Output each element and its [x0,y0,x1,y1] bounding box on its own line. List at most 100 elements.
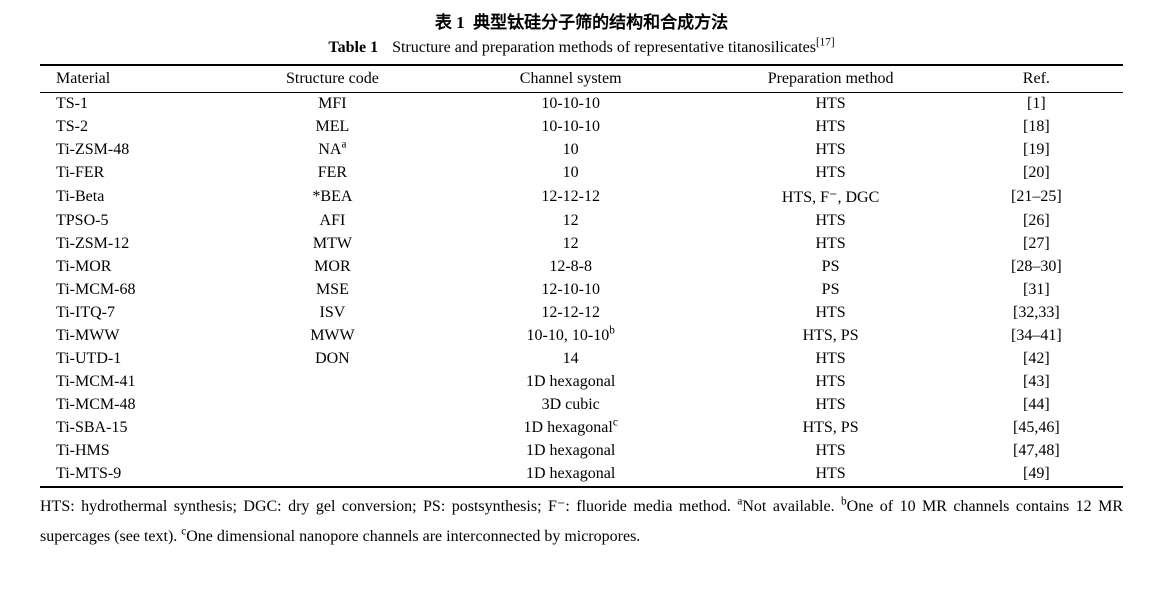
cell-structure-code: MTW [235,233,430,256]
cell-preparation-method: PS [711,256,949,279]
cell-preparation-method: HTS, F⁻, DGC [711,185,949,210]
cell-structure-code: *BEA [235,185,430,210]
cell-preparation-method: HTS [711,233,949,256]
cell-channel-system: 12-12-12 [430,302,712,325]
table-label-cn: 表 1 [435,13,465,32]
cell-ref: [45,46] [950,417,1123,440]
table-row: Ti-MWWMWW10-10, 10-10bHTS, PS[34–41] [40,325,1123,348]
cell-ref: [34–41] [950,325,1123,348]
cell-channel-system: 12 [430,233,712,256]
table-title-cn: 表 1 典型钛硅分子筛的结构和合成方法 [40,10,1123,36]
table-row: TS-2MEL10-10-10HTS[18] [40,116,1123,139]
cell-structure-base: MTW [313,235,352,252]
cell-channel-system: 10-10-10 [430,116,712,139]
table-body: TS-1MFI10-10-10HTS[1]TS-2MEL10-10-10HTS[… [40,92,1123,487]
cell-preparation-method: HTS [711,463,949,487]
cell-channel-system: 10 [430,162,712,185]
table-title-en-text: Structure and preparation methods of rep… [392,39,835,56]
table-row: Ti-ZSM-12 MTW 12 HTS[27] [40,233,1123,256]
footnote-a-text: Not available. [742,498,841,515]
cell-channel-base: 1D hexagonal [524,419,613,436]
cell-preparation-method: HTS [711,394,949,417]
cell-preparation-method: HTS [711,116,949,139]
cell-material: Ti-MWW [40,325,235,348]
cell-channel-system: 12-8-8 [430,256,712,279]
cell-material: Ti-ZSM-12 [40,233,235,256]
cell-structure-base: DON [315,350,350,367]
cell-channel-base: 1D hexagonal [526,465,615,482]
cell-ref: [19] [950,139,1123,162]
cell-ref: [32,33] [950,302,1123,325]
table-footnote: HTS: hydrothermal synthesis; DGC: dry ge… [40,492,1123,553]
cell-material: Ti-MCM-68 [40,279,235,302]
cell-channel-base: 12 [563,235,579,252]
footnote-definitions: HTS: hydrothermal synthesis; DGC: dry ge… [40,498,737,515]
cell-channel-system: 3D cubic [430,394,712,417]
cell-structure-code: AFI [235,210,430,233]
table-row: Ti-MTS-91D hexagonalHTS[49] [40,463,1123,487]
cell-structure-code: MSE [235,279,430,302]
cell-structure-base: MSE [316,281,349,298]
table-header-row: Material Structure code Channel system P… [40,65,1123,93]
cell-preparation-method: HTS [711,302,949,325]
cell-structure-base: ISV [320,304,346,321]
footnote-c-text: One dimensional nanopore channels are in… [186,528,640,545]
cell-structure-base: MOR [314,258,350,275]
cell-ref: [49] [950,463,1123,487]
col-header-ref: Ref. [950,65,1123,93]
cell-material: Ti-ITQ-7 [40,302,235,325]
table-row: Ti-MORMOR12-8-8PS[28–30] [40,256,1123,279]
table-row: Ti-FERFER10HTS[20] [40,162,1123,185]
cell-preparation-method: HTS [711,92,949,116]
cell-structure-base: MWW [310,327,354,344]
cell-channel-base: 10 [563,164,579,181]
cell-preparation-method: HTS [711,210,949,233]
cell-channel-system: 1D hexagonal [430,371,712,394]
cell-structure-base: NA [318,141,341,158]
table-row: Ti-HMS1D hexagonalHTS[47,48] [40,440,1123,463]
table-title-cn-text: 典型钛硅分子筛的结构和合成方法 [473,13,728,32]
cell-material: Ti-MCM-48 [40,394,235,417]
table-row: Ti-UTD-1DON14HTS[42] [40,348,1123,371]
cell-channel-base: 12 [563,212,579,229]
cell-channel-base: 10-10-10 [541,95,600,112]
cell-channel-sup: c [613,417,618,429]
cell-ref: [21–25] [950,185,1123,210]
cell-structure-code: MEL [235,116,430,139]
table-title-citation: [17] [816,36,835,48]
cell-channel-base: 12-12-12 [541,304,600,321]
cell-material: Ti-HMS [40,440,235,463]
table-row: Ti-Beta*BEA 12-12-12 HTS, F⁻, DGC[21–25] [40,185,1123,210]
cell-material: Ti-ZSM-48 [40,139,235,162]
cell-preparation-method: HTS [711,371,949,394]
cell-structure-code [235,371,430,394]
cell-ref: [26] [950,210,1123,233]
cell-structure-code [235,394,430,417]
cell-material: Ti-UTD-1 [40,348,235,371]
cell-channel-system: 14 [430,348,712,371]
cell-structure-code [235,463,430,487]
cell-channel-base: 12-12-12 [541,188,600,205]
cell-channel-system: 12 [430,210,712,233]
table-row: Ti-ZSM-48NAa10HTS[19] [40,139,1123,162]
cell-channel-system: 1D hexagonalc [430,417,712,440]
cell-channel-sup: b [609,325,615,337]
cell-ref: [28–30] [950,256,1123,279]
cell-channel-system: 10 [430,139,712,162]
cell-channel-system: 10-10-10 [430,92,712,116]
cell-structure-base: AFI [320,212,346,229]
cell-channel-system: 1D hexagonal [430,440,712,463]
cell-ref: [27] [950,233,1123,256]
cell-ref: [31] [950,279,1123,302]
cell-channel-base: 3D cubic [542,396,600,413]
cell-structure-base: FER [318,164,347,181]
cell-structure-base: MEL [316,118,350,135]
cell-channel-system: 12-12-12 [430,185,712,210]
cell-material: Ti-Beta [40,185,235,210]
cell-channel-base: 10 [563,141,579,158]
col-header-structure-code: Structure code [235,65,430,93]
cell-structure-code: MFI [235,92,430,116]
cell-material: Ti-FER [40,162,235,185]
cell-ref: [1] [950,92,1123,116]
cell-ref: [18] [950,116,1123,139]
